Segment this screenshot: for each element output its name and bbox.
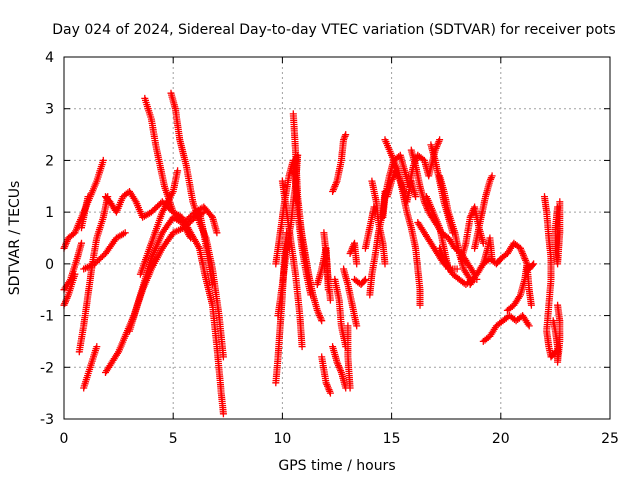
series-t18: [278, 177, 306, 351]
plus-markers: [551, 198, 564, 268]
y-tick-label: 4: [45, 50, 54, 66]
axis-ticks: 0 5 10 15 20 25 -3 -2 -1 0 1 2 3 4: [40, 50, 619, 447]
plus-markers: [471, 172, 496, 252]
plus-markers: [80, 343, 101, 392]
data-marks: [60, 89, 564, 418]
series-t46: [479, 234, 496, 268]
series-t50: [549, 301, 564, 366]
plus-markers: [549, 301, 564, 366]
plus-markers: [503, 260, 535, 314]
y-tick-label: 1: [45, 205, 54, 221]
x-axis-label: GPS time / hours: [278, 458, 395, 474]
series-t51: [551, 198, 564, 268]
series-t29: [346, 239, 361, 268]
plus-markers: [329, 343, 350, 392]
series-t48: [503, 260, 535, 314]
plus-markers: [381, 136, 424, 309]
plus-markers: [195, 208, 216, 288]
series-t49: [541, 193, 559, 361]
series-t30: [351, 275, 369, 288]
plus-markers: [351, 275, 369, 288]
series-t24: [329, 343, 350, 392]
plus-markers: [136, 167, 182, 278]
series-t36: [381, 136, 424, 309]
x-tick-label: 15: [383, 431, 401, 447]
y-tick-label: -3: [40, 412, 54, 428]
series-t11: [136, 167, 182, 278]
series-t47: [479, 312, 533, 345]
y-axis-label: SDTVAR / TECUs: [7, 181, 23, 296]
series-t12: [141, 94, 227, 418]
series-t22: [320, 229, 334, 304]
y-tick-label: 2: [45, 153, 54, 169]
series-t27: [329, 131, 350, 195]
plus-markers: [318, 353, 334, 397]
chart-title: Day 024 of 2024, Sidereal Day-to-day VTE…: [52, 22, 615, 38]
plus-markers: [541, 193, 559, 361]
plus-markers: [126, 213, 195, 335]
series-t41: [436, 172, 481, 283]
series-t26: [340, 265, 361, 330]
x-tick-label: 5: [169, 431, 178, 447]
plus-markers: [436, 172, 481, 283]
series-t31: [361, 203, 378, 252]
series-t42: [436, 244, 476, 288]
series-t23: [318, 353, 334, 397]
plot-frame: [63, 56, 611, 420]
series-t5: [78, 193, 92, 232]
plus-markers: [296, 219, 326, 325]
y-tick-label: -2: [40, 360, 54, 376]
series-t6: [80, 343, 101, 392]
series-t10: [126, 213, 195, 335]
series-t20: [296, 219, 326, 325]
plus-markers: [329, 131, 350, 195]
plus-markers: [340, 265, 361, 330]
y-tick-label: 3: [45, 102, 54, 118]
series-t33: [368, 177, 389, 268]
series-t7: [80, 229, 129, 273]
plus-markers: [141, 94, 227, 418]
series-t44: [471, 172, 496, 252]
plus-markers: [361, 203, 378, 252]
plus-markers: [80, 229, 129, 273]
plus-markers: [436, 244, 476, 288]
x-tick-label: 20: [492, 431, 510, 447]
x-tick-label: 10: [273, 431, 291, 447]
plus-markers: [479, 234, 496, 268]
plus-markers: [344, 322, 354, 392]
series-t14: [195, 208, 216, 288]
plus-markers: [78, 193, 92, 232]
plus-markers: [346, 239, 361, 268]
plus-markers: [479, 312, 533, 345]
x-tick-label: 0: [60, 431, 69, 447]
series-t28: [344, 322, 354, 392]
plus-markers: [278, 177, 306, 351]
y-tick-label: 0: [45, 257, 54, 273]
y-tick-label: -1: [40, 309, 54, 325]
plus-markers: [320, 229, 334, 304]
plus-markers: [368, 177, 389, 268]
x-tick-label: 25: [601, 431, 619, 447]
